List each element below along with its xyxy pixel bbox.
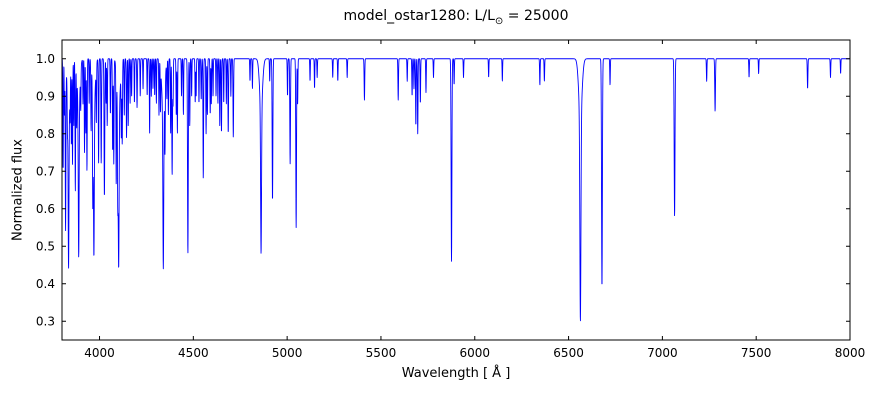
x-tick-label: 8000: [835, 346, 866, 360]
y-tick-label: 0.9: [36, 89, 55, 103]
axes-frame: [61, 39, 851, 341]
plot-title: model_ostar1280: L/L⊙ = 25000: [62, 8, 850, 27]
x-tick-label: 6500: [553, 346, 584, 360]
y-tick-label: 0.6: [36, 202, 55, 216]
x-tick-label: 7500: [741, 346, 772, 360]
y-tick-label: 0.7: [36, 164, 55, 178]
y-tick-label: 0.5: [36, 239, 55, 253]
x-tick-label: 5000: [272, 346, 303, 360]
y-tick-label: 1.0: [36, 52, 55, 66]
x-tick-label: 7000: [647, 346, 678, 360]
y-tick-label: 0.3: [36, 314, 55, 328]
x-tick-label: 5500: [366, 346, 397, 360]
x-tick-label: 4000: [84, 346, 115, 360]
spectrum-line: [61, 58, 851, 322]
plot-title-suffix: = 25000: [503, 8, 569, 24]
y-tick-label: 0.4: [36, 277, 55, 291]
x-axis-label: Wavelength [ Å ]: [401, 366, 511, 381]
x-tick-label: 4500: [178, 346, 209, 360]
y-tick-label: 0.8: [36, 127, 55, 141]
x-tick-label: 6000: [459, 346, 490, 360]
plot-title-prefix: model_ostar1280: L/L: [343, 8, 495, 24]
y-axis-label: Normalized flux: [10, 139, 26, 241]
sun-symbol: ⊙: [494, 15, 504, 27]
